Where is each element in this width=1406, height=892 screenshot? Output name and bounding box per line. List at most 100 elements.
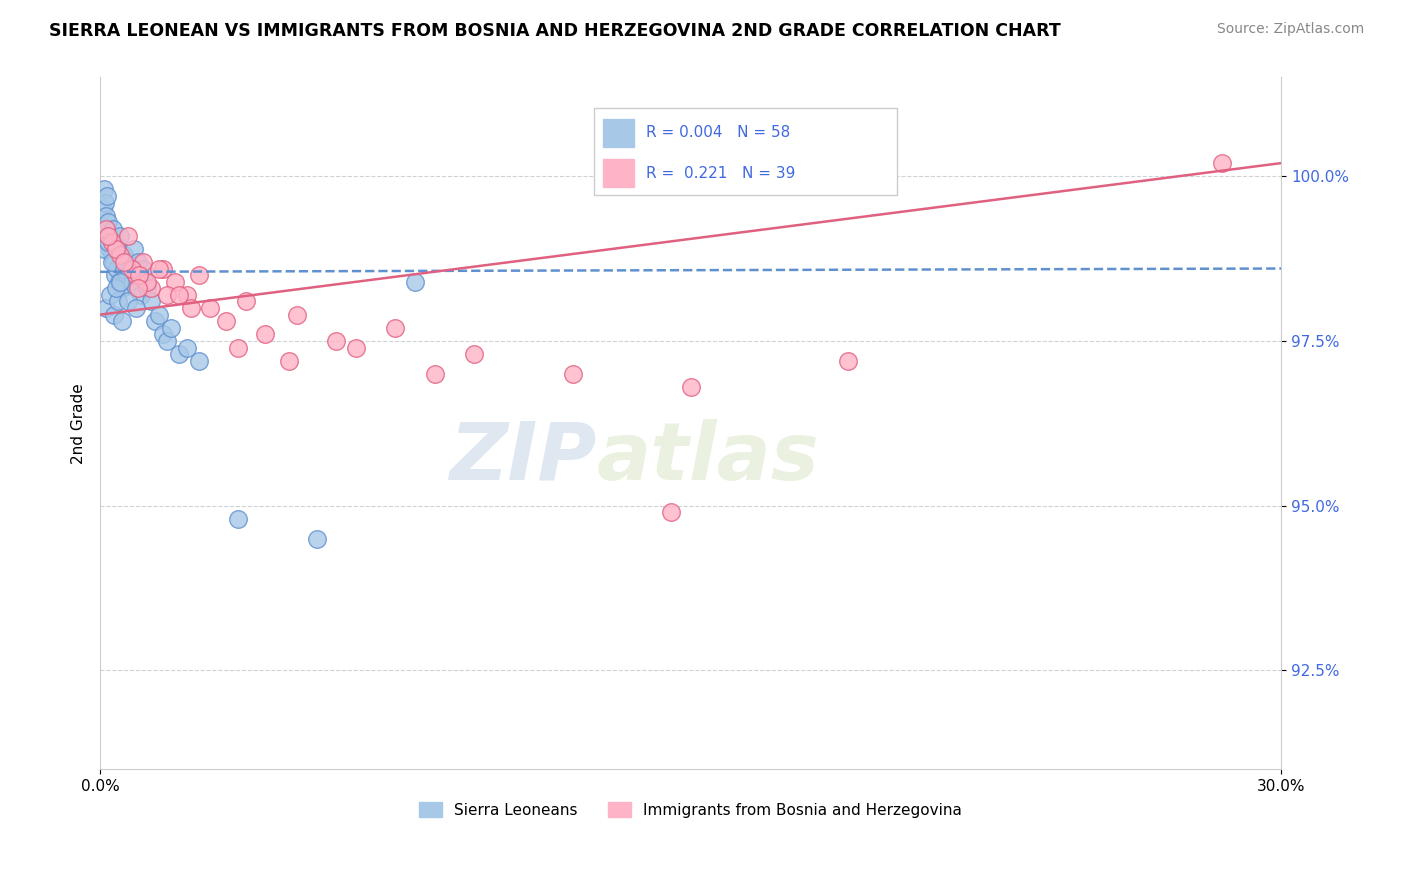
- Point: [93, 182, 115, 196]
- Point: [141, 281, 163, 295]
- Point: [141, 294, 163, 309]
- FancyBboxPatch shape: [593, 108, 897, 195]
- Point: [107, 242, 129, 256]
- Point: [187, 268, 209, 282]
- Point: [96, 189, 118, 203]
- Point: [187, 353, 209, 368]
- Point: [97, 235, 120, 249]
- Point: [659, 505, 682, 519]
- Point: [152, 261, 174, 276]
- Point: [104, 281, 127, 295]
- Point: [128, 268, 150, 282]
- Legend: Sierra Leoneans, Immigrants from Bosnia and Herzegovina: Sierra Leoneans, Immigrants from Bosnia …: [413, 796, 969, 824]
- Point: [156, 288, 179, 302]
- Point: [103, 255, 125, 269]
- Point: [325, 334, 347, 348]
- Text: R =  0.221   N = 39: R = 0.221 N = 39: [647, 166, 796, 180]
- Point: [124, 268, 146, 282]
- Point: [101, 235, 124, 249]
- Point: [1211, 156, 1233, 170]
- Point: [127, 281, 149, 295]
- Point: [117, 294, 139, 309]
- Point: [128, 268, 150, 282]
- Point: [285, 308, 308, 322]
- Point: [117, 255, 139, 269]
- Text: Source: ZipAtlas.com: Source: ZipAtlas.com: [1216, 22, 1364, 37]
- Text: R = 0.004   N = 58: R = 0.004 N = 58: [647, 126, 790, 140]
- Point: [103, 308, 125, 322]
- Point: [679, 380, 702, 394]
- Point: [132, 261, 155, 276]
- Point: [143, 314, 166, 328]
- Point: [107, 294, 129, 309]
- Point: [112, 261, 135, 276]
- Point: [124, 301, 146, 315]
- Point: [226, 512, 249, 526]
- Point: [384, 321, 406, 335]
- Point: [108, 248, 131, 262]
- Point: [97, 228, 120, 243]
- Point: [215, 314, 238, 328]
- Point: [132, 255, 155, 269]
- Point: [404, 275, 426, 289]
- Point: [97, 228, 120, 243]
- Point: [463, 347, 485, 361]
- Point: [114, 268, 136, 282]
- Point: [118, 261, 141, 276]
- Point: [423, 367, 446, 381]
- Point: [124, 281, 146, 295]
- Point: [176, 341, 198, 355]
- Point: [837, 353, 859, 368]
- Point: [97, 215, 120, 229]
- Point: [104, 268, 127, 282]
- Point: [94, 301, 117, 315]
- Point: [136, 275, 159, 289]
- Point: [111, 281, 134, 295]
- Point: [167, 347, 190, 361]
- Point: [344, 341, 367, 355]
- Point: [121, 261, 143, 276]
- Point: [148, 308, 170, 322]
- Point: [305, 532, 328, 546]
- Point: [235, 294, 257, 309]
- Point: [98, 242, 121, 256]
- Text: SIERRA LEONEAN VS IMMIGRANTS FROM BOSNIA AND HERZEGOVINA 2ND GRADE CORRELATION C: SIERRA LEONEAN VS IMMIGRANTS FROM BOSNIA…: [49, 22, 1062, 40]
- Point: [104, 235, 127, 249]
- Point: [176, 288, 198, 302]
- Point: [226, 341, 249, 355]
- Point: [108, 275, 131, 289]
- Point: [108, 275, 131, 289]
- Point: [101, 248, 124, 262]
- Point: [163, 275, 186, 289]
- Point: [94, 222, 117, 236]
- Point: [156, 334, 179, 348]
- Point: [278, 353, 301, 368]
- Point: [93, 242, 115, 256]
- Point: [94, 209, 117, 223]
- Point: [134, 275, 156, 289]
- Point: [111, 314, 134, 328]
- Point: [117, 228, 139, 243]
- Point: [127, 255, 149, 269]
- Point: [100, 235, 122, 249]
- Point: [561, 367, 583, 381]
- Point: [91, 222, 114, 236]
- Point: [148, 261, 170, 276]
- Point: [104, 242, 127, 256]
- Point: [180, 301, 202, 315]
- Point: [101, 222, 124, 236]
- Point: [112, 248, 135, 262]
- Point: [101, 255, 124, 269]
- Point: [160, 321, 183, 335]
- Bar: [603, 159, 634, 187]
- Y-axis label: 2nd Grade: 2nd Grade: [72, 383, 86, 464]
- Point: [131, 288, 153, 302]
- Text: atlas: atlas: [596, 419, 818, 497]
- Point: [108, 228, 131, 243]
- Point: [94, 195, 117, 210]
- Point: [122, 242, 145, 256]
- Point: [121, 275, 143, 289]
- Point: [136, 281, 159, 295]
- Point: [167, 288, 190, 302]
- Point: [200, 301, 222, 315]
